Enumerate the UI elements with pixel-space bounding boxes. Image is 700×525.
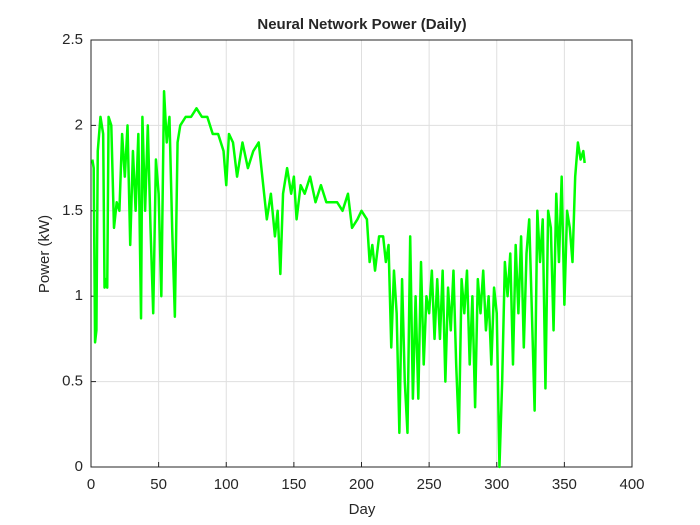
- y-tick-label: 2.5: [62, 31, 83, 48]
- y-tick-label: 0.5: [62, 373, 83, 390]
- x-tick-label: 0: [87, 476, 95, 493]
- y-tick-label: 0: [75, 458, 83, 475]
- y-tick-label: 1.5: [62, 202, 83, 219]
- x-tick-label: 350: [552, 476, 577, 493]
- chart-title: Neural Network Power (Daily): [257, 16, 466, 33]
- y-tick-label: 1: [75, 287, 83, 304]
- y-axis-label: Power (kW): [36, 215, 53, 293]
- x-axis-label: Day: [349, 501, 376, 518]
- x-tick-label: 150: [281, 476, 306, 493]
- x-tick-label: 300: [484, 476, 509, 493]
- plot-frame: [90, 39, 633, 468]
- x-tick-label: 200: [349, 476, 374, 493]
- data-line: [91, 89, 586, 469]
- x-tick-label: 250: [417, 476, 442, 493]
- y-tick-label: 2: [75, 116, 83, 133]
- x-tick-label: 100: [214, 476, 239, 493]
- x-tick-label: 50: [150, 476, 167, 493]
- x-tick-label: 400: [619, 476, 644, 493]
